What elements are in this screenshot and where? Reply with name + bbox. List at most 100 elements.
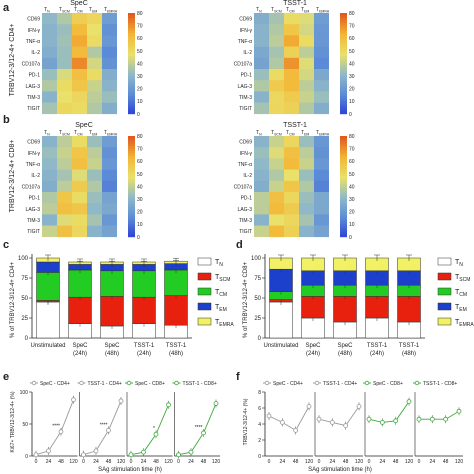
legend-marker: [126, 380, 132, 386]
y-tick-label: 100: [20, 390, 29, 396]
legend-label: TSST-1 - CD4+: [88, 381, 122, 387]
heatmap-cell: [42, 225, 57, 238]
colorbar-segment: [128, 219, 135, 223]
heatmap-cell: [314, 102, 329, 115]
colorbar-segment: [128, 156, 135, 160]
heatmap-b-ylabel: TRBV12-3/12-4+ CD8+: [9, 140, 16, 213]
heatmap-cell: [284, 169, 299, 182]
heatmap-cell: [87, 80, 102, 92]
y-tick-label: 25: [254, 316, 261, 322]
colorbar-segment: [128, 211, 135, 215]
colorbar-segment: [128, 35, 135, 39]
chart-layer: TN TSCM TCM TEM TEMRA CD69 IFN-γ TNF-α IL-2 CD107…: [18, 7, 474, 465]
colorbar-tick-label: 30: [349, 74, 355, 80]
legend-swatch-tn: [437, 257, 452, 266]
x-tick-label: SpeC: [72, 343, 88, 349]
colorbar-segment: [128, 53, 135, 57]
data-point: [379, 419, 385, 425]
heatmap-cell: [57, 203, 72, 215]
x-tick-label: (48h): [402, 351, 416, 357]
colorbar-tick-label: 0: [137, 112, 140, 118]
heatmap-cell: [57, 102, 72, 115]
x-tick-label: 24: [330, 459, 336, 465]
heatmap-cell: [72, 180, 87, 193]
heatmap-cell: [269, 35, 284, 47]
heatmap-cell: [87, 169, 102, 182]
heatmap-cell: [254, 214, 269, 226]
colorbar-segment: [128, 58, 135, 62]
colorbar-segment: [128, 45, 135, 49]
heatmap-cell: [102, 102, 117, 115]
heatmap-cell: [42, 80, 57, 92]
heatmap-col-label: TEMRA: [104, 130, 118, 137]
colorbar-tick-label: 30: [137, 74, 143, 80]
colorbar-tick-label: 50: [137, 49, 143, 55]
heatmap-cell: [102, 91, 117, 103]
colorbar-tick-label: 0: [137, 235, 140, 241]
heatmap-cell: [254, 13, 269, 25]
heatmap-cell: [269, 214, 284, 226]
legend-swatch-tcm: [437, 287, 452, 296]
heatmap-cell: [314, 136, 329, 148]
colorbar-segment: [340, 20, 347, 24]
series-line: [318, 406, 360, 427]
colorbar-tick-label: 80: [137, 11, 143, 17]
colorbar-segment: [340, 201, 347, 205]
bar-segment-tscm: [397, 296, 421, 323]
legend-label: TSCM: [455, 274, 470, 283]
heatmap-cell: [254, 46, 269, 59]
data-point: [406, 399, 412, 405]
x-tick-label: 48: [153, 459, 159, 465]
panel-label-c: c: [3, 239, 9, 251]
colorbar-segment: [340, 143, 347, 147]
data-point: [201, 430, 206, 436]
heatmap-row-label: TIGIT: [27, 229, 40, 235]
heatmap-cell: [299, 91, 314, 103]
legend-label: TEMRA: [215, 319, 234, 328]
heatmap-cell: [314, 24, 329, 36]
heatmap-cell: [299, 225, 314, 238]
colorbar-segment: [340, 171, 347, 175]
line-e-xlabel: SAg stimulation time (h): [98, 467, 162, 473]
heatmap-cell: [299, 147, 314, 159]
colorbar-segment: [128, 171, 135, 175]
heatmap-cell: [57, 13, 72, 25]
heatmap-row-label: LAG-3: [26, 207, 41, 213]
colorbar-tick-label: 20: [349, 210, 355, 216]
colorbar-segment: [128, 216, 135, 220]
bar-segment-tcm: [68, 269, 92, 298]
colorbar-segment: [340, 216, 347, 220]
colorbar-segment: [128, 50, 135, 54]
colorbar-segment: [340, 15, 347, 19]
colorbar-segment: [340, 35, 347, 39]
heatmap-cell: [87, 180, 102, 193]
x-tick-label: (24h): [370, 351, 384, 357]
heatmap-cell: [314, 180, 329, 193]
heatmap-cell: [284, 46, 299, 59]
bar-segment-tcm: [36, 272, 60, 301]
heatmap-col-label: TEMRA: [104, 7, 118, 14]
x-tick-label: (48h): [338, 351, 352, 357]
series-line: [35, 399, 74, 456]
colorbar-segment: [128, 151, 135, 155]
colorbar-segment: [340, 153, 347, 157]
legend-label: TSST-1 - CD8+: [423, 381, 457, 387]
colorbar-tick-label: 80: [349, 134, 355, 140]
colorbar-segment: [128, 23, 135, 26]
colorbar-segment: [128, 93, 135, 97]
x-tick-label: SpeC: [104, 343, 120, 349]
colorbar-segment: [340, 168, 347, 172]
colorbar-tick-label: 50: [349, 172, 355, 178]
legend-label: TCM: [455, 289, 467, 298]
heatmap-col-label: TEM: [89, 7, 97, 14]
heatmap-cell: [269, 192, 284, 204]
heatmap-col-label: TSCM: [59, 7, 70, 14]
heatmap-cell: [254, 91, 269, 103]
legend-swatch-tcm: [197, 287, 212, 296]
heatmap-cell: [314, 57, 329, 70]
x-tick-label: (24h): [137, 351, 151, 357]
colorbar-segment: [340, 108, 347, 112]
colorbar-tick-label: 20: [137, 210, 143, 216]
heatmap-col-label: TN: [256, 130, 262, 137]
legend-marker: [264, 380, 270, 386]
